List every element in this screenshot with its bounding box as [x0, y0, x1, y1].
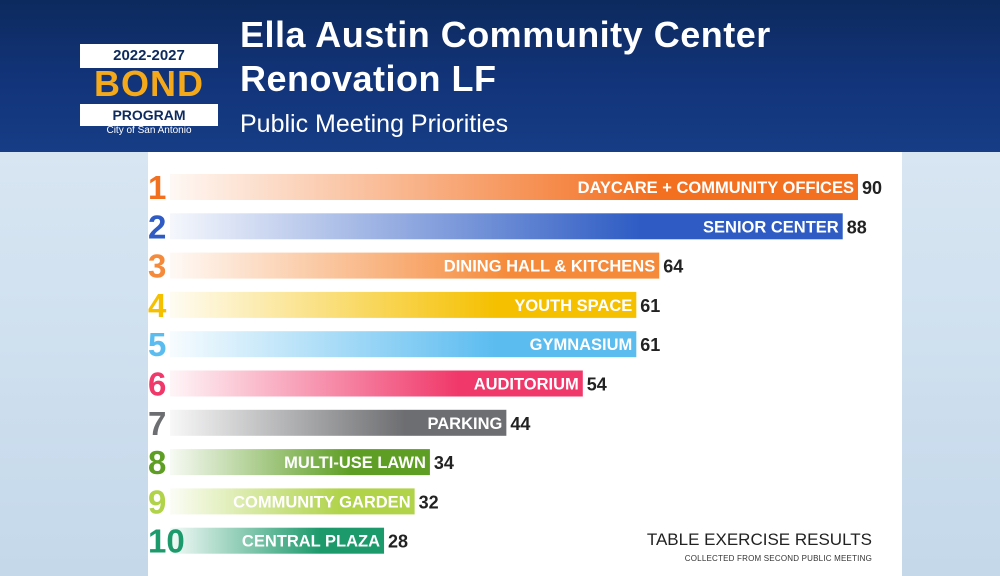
bar-category-label: DINING HALL & KITCHENS	[444, 258, 655, 276]
bar-category-label: YOUTH SPACE	[514, 297, 632, 315]
bar	[170, 488, 415, 515]
bar	[170, 331, 637, 358]
rank-number: 8	[148, 444, 166, 481]
bar-value-label: 28	[388, 532, 408, 552]
rank-number: 1	[148, 169, 166, 206]
bar	[170, 174, 858, 200]
bar	[170, 213, 843, 240]
bar-category-label: AUDITORIUM	[474, 376, 579, 394]
bar-category-label: MULTI-USE LAWN	[284, 454, 426, 472]
bar-category-label: SENIOR CENTER	[703, 218, 839, 236]
rank-number: 5	[148, 326, 166, 363]
bar-value-label: 64	[663, 257, 683, 277]
header-banner: 2022-2027 BOND PROGRAM City of San Anton…	[0, 0, 1000, 152]
bar	[170, 409, 507, 436]
bar-value-label: 88	[847, 217, 867, 237]
page-title-line-2: Renovation LF	[240, 58, 497, 99]
bar-category-label: CENTRAL PLAZA	[242, 533, 380, 551]
bar-category-label: PARKING	[427, 415, 502, 433]
footnote-title: TABLE EXERCISE RESULTS	[646, 530, 872, 549]
rank-number: 2	[148, 208, 166, 245]
page-subtitle: Public Meeting Priorities	[240, 110, 509, 138]
bar-value-label: 34	[434, 453, 454, 473]
page-title-line-1: Ella Austin Community Center	[240, 14, 771, 55]
bar-value-label: 44	[510, 414, 530, 434]
rank-number: 4	[148, 287, 167, 324]
bar	[170, 291, 637, 318]
bar-value-label: 90	[862, 178, 882, 198]
bar	[170, 449, 430, 476]
bond-program-logo: 2022-2027 BOND PROGRAM City of San Anton…	[80, 44, 218, 138]
logo-years: 2022-2027	[80, 44, 218, 68]
logo-city: City of San Antonio	[106, 125, 192, 136]
rank-number: 6	[148, 366, 166, 403]
bar-category-label: DAYCARE + COMMUNITY OFFICES	[578, 179, 854, 197]
bar	[170, 527, 385, 554]
rank-number: 3	[148, 248, 166, 285]
chart-panel: 1 DAYCARE + COMMUNITY OFFICES 90 2 SENIOR CE…	[148, 152, 902, 576]
rank-number: 9	[148, 483, 166, 520]
logo-bond: BOND	[94, 63, 204, 104]
bar-value-label: 32	[419, 492, 439, 512]
footnote-subtitle: COLLECTED FROM SECOND PUBLIC MEETING	[684, 554, 872, 563]
logo-program: PROGRAM	[80, 104, 218, 126]
rank-number: 7	[148, 405, 166, 442]
bar	[170, 252, 660, 279]
bar-category-label: GYMNASIUM	[530, 336, 633, 354]
priorities-bar-chart: 1 DAYCARE + COMMUNITY OFFICES 90 2 SENIOR CE…	[148, 169, 882, 560]
bar-value-label: 54	[587, 375, 607, 395]
bar-value-label: 61	[640, 335, 660, 355]
bar-category-label: COMMUNITY GARDEN	[233, 493, 411, 511]
bar-value-label: 61	[640, 296, 660, 316]
bar	[170, 370, 583, 397]
